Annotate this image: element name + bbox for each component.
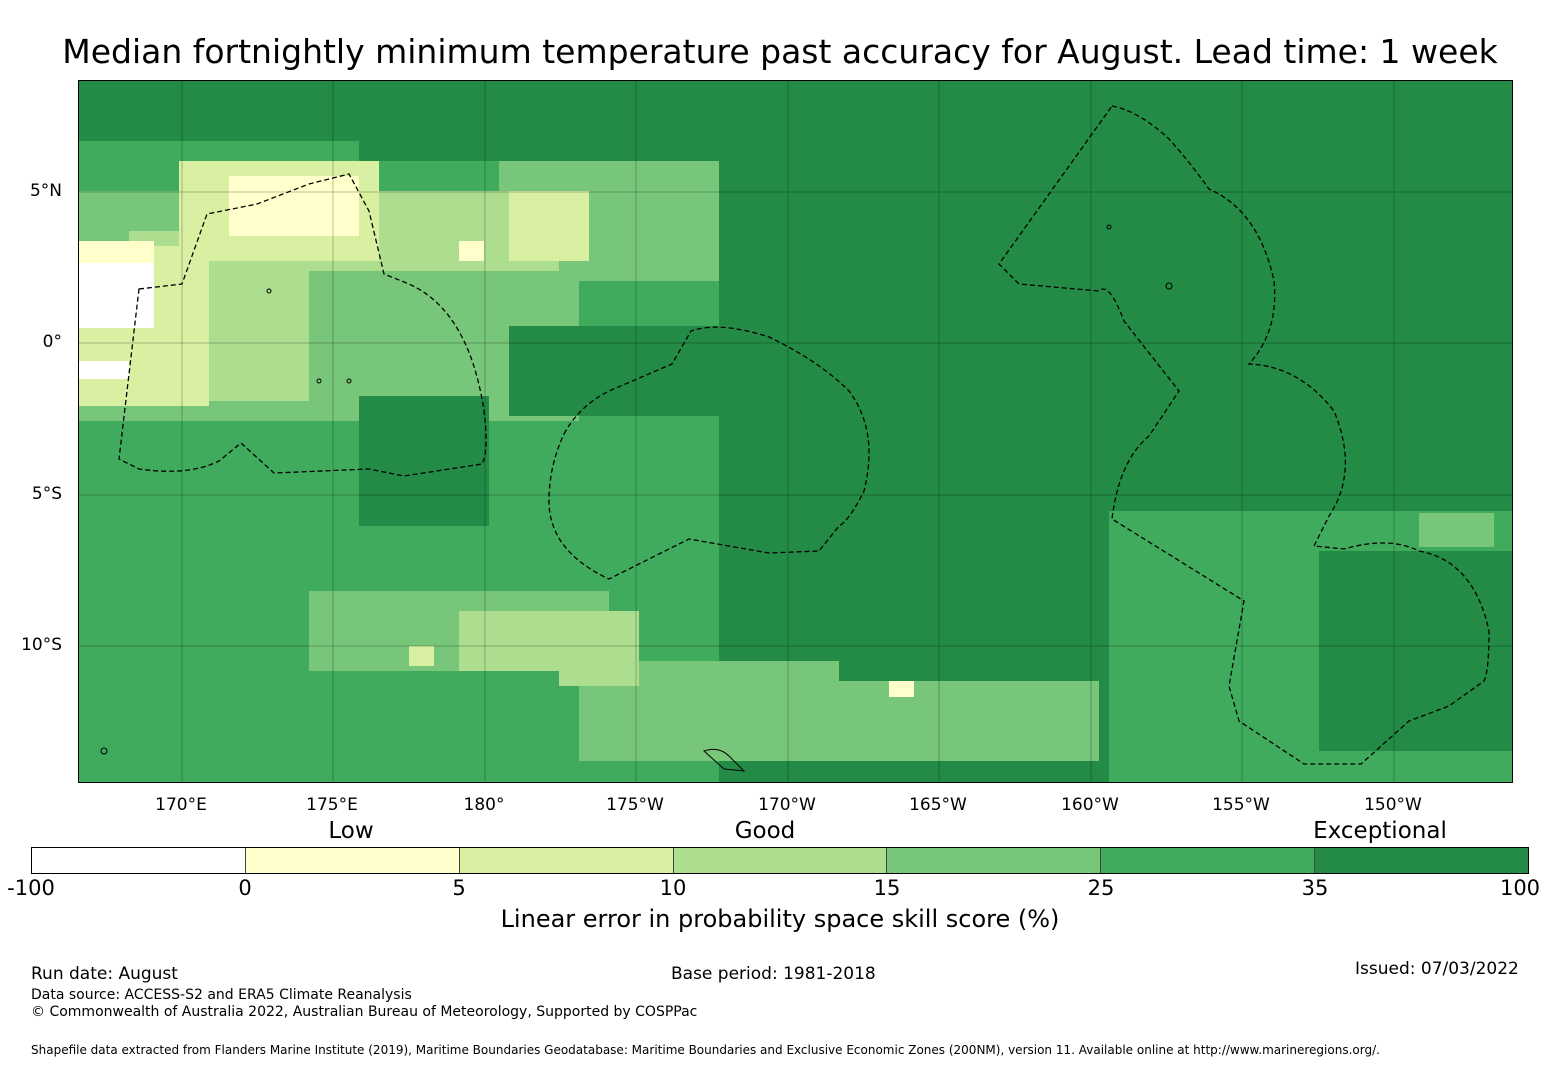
skill-score-map bbox=[78, 80, 1513, 783]
category-low: Low bbox=[328, 818, 374, 844]
colorbar-label: Linear error in probability space skill … bbox=[500, 905, 1060, 933]
lat-label-5n: 5°N bbox=[29, 181, 62, 201]
data-source: Data source: ACCESS-S2 and ERA5 Climate … bbox=[31, 987, 412, 1003]
eez-boundaries bbox=[118, 105, 1490, 765]
lon-label-170e: 170°E bbox=[155, 795, 207, 815]
islands bbox=[100, 224, 1173, 772]
run-date: Run date: August bbox=[31, 964, 178, 984]
map-title: Median fortnightly minimum temperature p… bbox=[62, 32, 1498, 71]
lon-label-160w: 160°W bbox=[1061, 795, 1119, 815]
colorbar-tick: 5 bbox=[452, 876, 466, 900]
lon-label-175e: 175°E bbox=[306, 795, 358, 815]
issued-date: Issued: 07/03/2022 bbox=[1355, 959, 1519, 979]
colorbar-tick: -100 bbox=[7, 876, 55, 900]
colorbar-tick: 15 bbox=[873, 876, 901, 900]
colorbar-segment bbox=[459, 848, 674, 873]
colorbar-tick: 25 bbox=[1087, 876, 1115, 900]
colorbar bbox=[31, 847, 1529, 874]
colorbar-segment bbox=[1315, 848, 1529, 873]
colorbar-tick: 100 bbox=[1499, 876, 1541, 900]
category-good: Good bbox=[734, 818, 796, 844]
colorbar-segment bbox=[32, 848, 246, 873]
lon-label-175w: 175°W bbox=[606, 795, 664, 815]
graticule bbox=[79, 81, 1512, 782]
lon-label-150w: 150°W bbox=[1364, 795, 1422, 815]
lon-label-165w: 165°W bbox=[909, 795, 967, 815]
lon-label-155w: 155°W bbox=[1212, 795, 1270, 815]
category-exceptional: Exceptional bbox=[1313, 818, 1447, 844]
map-canvas bbox=[79, 81, 1512, 782]
skill-score-patches bbox=[79, 81, 1512, 782]
lat-label-0: 0° bbox=[42, 332, 62, 352]
lat-label-5s: 5°S bbox=[31, 484, 62, 504]
base-period: Base period: 1981-2018 bbox=[671, 964, 876, 984]
colorbar-segment bbox=[1101, 848, 1316, 873]
colorbar-segment bbox=[245, 848, 460, 873]
lon-label-170w: 170°W bbox=[758, 795, 816, 815]
colorbar-tick: 35 bbox=[1301, 876, 1329, 900]
lat-label-10s: 10°S bbox=[21, 635, 62, 655]
colorbar-tick: 10 bbox=[659, 876, 687, 900]
copyright: © Commonwealth of Australia 2022, Austra… bbox=[31, 1004, 698, 1020]
colorbar-tick: 0 bbox=[238, 876, 252, 900]
colorbar-segment bbox=[673, 848, 888, 873]
shapefile-credit: Shapefile data extracted from Flanders M… bbox=[31, 1043, 1380, 1057]
colorbar-segment bbox=[887, 848, 1102, 873]
lon-label-180: 180° bbox=[463, 795, 505, 815]
